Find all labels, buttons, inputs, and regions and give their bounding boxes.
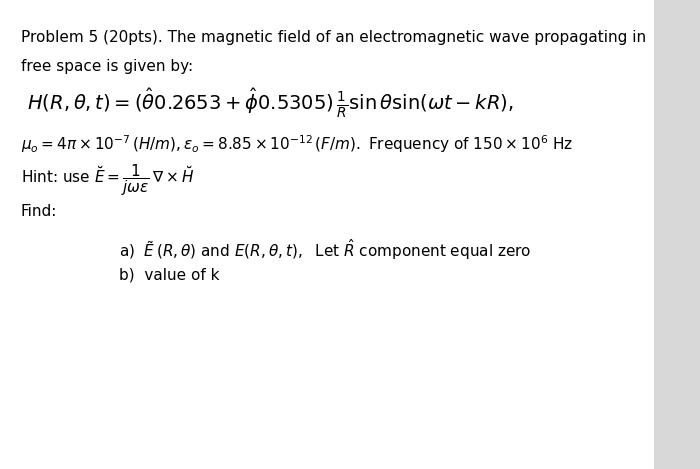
Text: $\mu_o = 4\pi \times 10^{-7}\,(H/m), \epsilon_o = 8.85 \times 10^{-12}\,(F/m).$ : $\mu_o = 4\pi \times 10^{-7}\,(H/m), \ep… xyxy=(21,134,573,155)
Text: free space is given by:: free space is given by: xyxy=(21,59,193,74)
Text: a)  $\tilde{E}\,(R,\theta)$ and $E(R, \theta, t),$  Let $\hat{R}$ component equa: a) $\tilde{E}\,(R,\theta)$ and $E(R, \th… xyxy=(119,237,531,262)
FancyBboxPatch shape xyxy=(0,0,654,469)
Text: Hint: use $\breve{E} = \dfrac{1}{j\omega\epsilon}\,\nabla \times \breve{H}$: Hint: use $\breve{E} = \dfrac{1}{j\omega… xyxy=(21,162,194,197)
Text: $H(R, \theta, t) = (\hat{\theta}0.2653 + \hat{\phi}0.5305)\,\frac{1}{R}\sin\thet: $H(R, \theta, t) = (\hat{\theta}0.2653 +… xyxy=(21,87,514,121)
Text: Find:: Find: xyxy=(21,204,57,219)
Text: b)  value of k: b) value of k xyxy=(119,267,220,282)
Text: Problem 5 (20pts). The magnetic field of an electromagnetic wave propagating in: Problem 5 (20pts). The magnetic field of… xyxy=(21,30,646,45)
